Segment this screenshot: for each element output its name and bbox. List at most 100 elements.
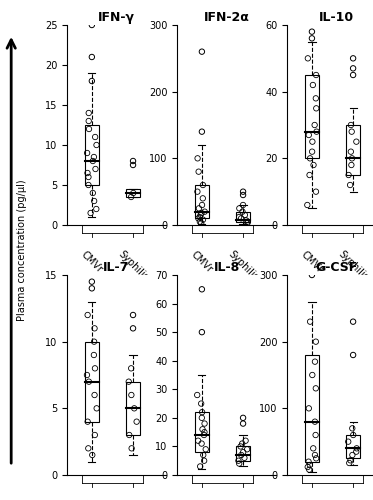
- Point: [94, 404, 100, 412]
- Point: [126, 431, 132, 439]
- Bar: [346, 435, 360, 458]
- Point: [92, 133, 98, 141]
- Text: CMVr: CMVr: [299, 499, 325, 500]
- Point: [350, 351, 356, 359]
- Point: [305, 458, 311, 466]
- Point: [200, 451, 206, 459]
- Point: [348, 148, 354, 156]
- Title: IL-8: IL-8: [213, 261, 240, 274]
- Point: [306, 404, 312, 412]
- Point: [203, 446, 209, 454]
- Point: [354, 444, 360, 452]
- Point: [199, 414, 205, 422]
- Point: [350, 318, 356, 326]
- Point: [194, 391, 200, 399]
- Point: [128, 193, 134, 201]
- Point: [89, 77, 95, 85]
- Point: [84, 371, 90, 379]
- Point: [86, 117, 92, 125]
- Point: [130, 157, 136, 165]
- Point: [239, 208, 245, 216]
- Point: [236, 204, 242, 212]
- Point: [90, 157, 96, 165]
- Text: CMVr: CMVr: [299, 249, 325, 274]
- Point: [349, 154, 355, 162]
- Text: Syphilis: Syphilis: [226, 249, 260, 283]
- Point: [130, 189, 136, 197]
- Point: [197, 213, 203, 221]
- Point: [313, 188, 319, 196]
- Point: [93, 205, 99, 213]
- Point: [197, 218, 203, 226]
- Point: [86, 378, 92, 386]
- Text: Syphilis: Syphilis: [226, 499, 260, 500]
- Point: [126, 378, 132, 386]
- Point: [309, 138, 315, 145]
- Point: [200, 216, 206, 224]
- Point: [199, 48, 205, 56]
- Point: [199, 328, 205, 336]
- Point: [236, 213, 242, 221]
- Point: [347, 181, 353, 189]
- Point: [94, 141, 100, 149]
- Text: Syphilis: Syphilis: [116, 499, 150, 500]
- Point: [309, 264, 315, 272]
- Point: [240, 201, 246, 209]
- Point: [245, 219, 251, 227]
- Point: [310, 444, 316, 452]
- Text: Plasma concentration (pg/µl): Plasma concentration (pg/µl): [18, 179, 27, 321]
- Bar: [346, 125, 360, 175]
- Bar: [126, 382, 140, 435]
- Point: [350, 64, 356, 72]
- Point: [307, 318, 313, 326]
- Point: [89, 278, 95, 285]
- Point: [312, 121, 318, 129]
- Point: [91, 338, 97, 345]
- Point: [242, 211, 248, 219]
- Point: [85, 444, 91, 452]
- Point: [93, 165, 98, 173]
- Point: [85, 311, 91, 319]
- Point: [199, 286, 205, 294]
- Point: [348, 161, 354, 169]
- Bar: [305, 75, 319, 158]
- Point: [238, 214, 244, 222]
- Point: [345, 438, 351, 446]
- Point: [91, 197, 97, 205]
- Point: [310, 81, 316, 89]
- Point: [199, 128, 205, 136]
- Point: [309, 34, 315, 42]
- Point: [89, 451, 95, 459]
- Point: [309, 271, 315, 279]
- Point: [90, 189, 96, 197]
- Point: [89, 53, 95, 61]
- Point: [200, 181, 206, 189]
- Point: [304, 201, 310, 209]
- Point: [236, 460, 242, 468]
- Point: [312, 418, 318, 426]
- Point: [353, 448, 359, 456]
- Point: [348, 121, 354, 129]
- Point: [313, 431, 319, 439]
- Point: [198, 219, 204, 227]
- Point: [200, 194, 206, 202]
- Point: [85, 169, 91, 177]
- Bar: [126, 189, 140, 197]
- Point: [85, 418, 91, 426]
- Bar: [195, 412, 209, 452]
- Point: [305, 463, 311, 471]
- Point: [199, 440, 205, 448]
- Point: [89, 284, 95, 292]
- Title: G-CSF: G-CSF: [316, 261, 358, 274]
- Point: [84, 149, 90, 157]
- Point: [86, 125, 92, 133]
- Bar: [305, 355, 319, 462]
- Point: [313, 71, 319, 79]
- Point: [198, 211, 204, 219]
- Title: IL-7: IL-7: [103, 261, 130, 274]
- Point: [306, 131, 312, 139]
- Text: Syphilis: Syphilis: [336, 499, 370, 500]
- Point: [195, 214, 201, 222]
- Point: [313, 454, 319, 462]
- Text: CMVr: CMVr: [79, 249, 104, 274]
